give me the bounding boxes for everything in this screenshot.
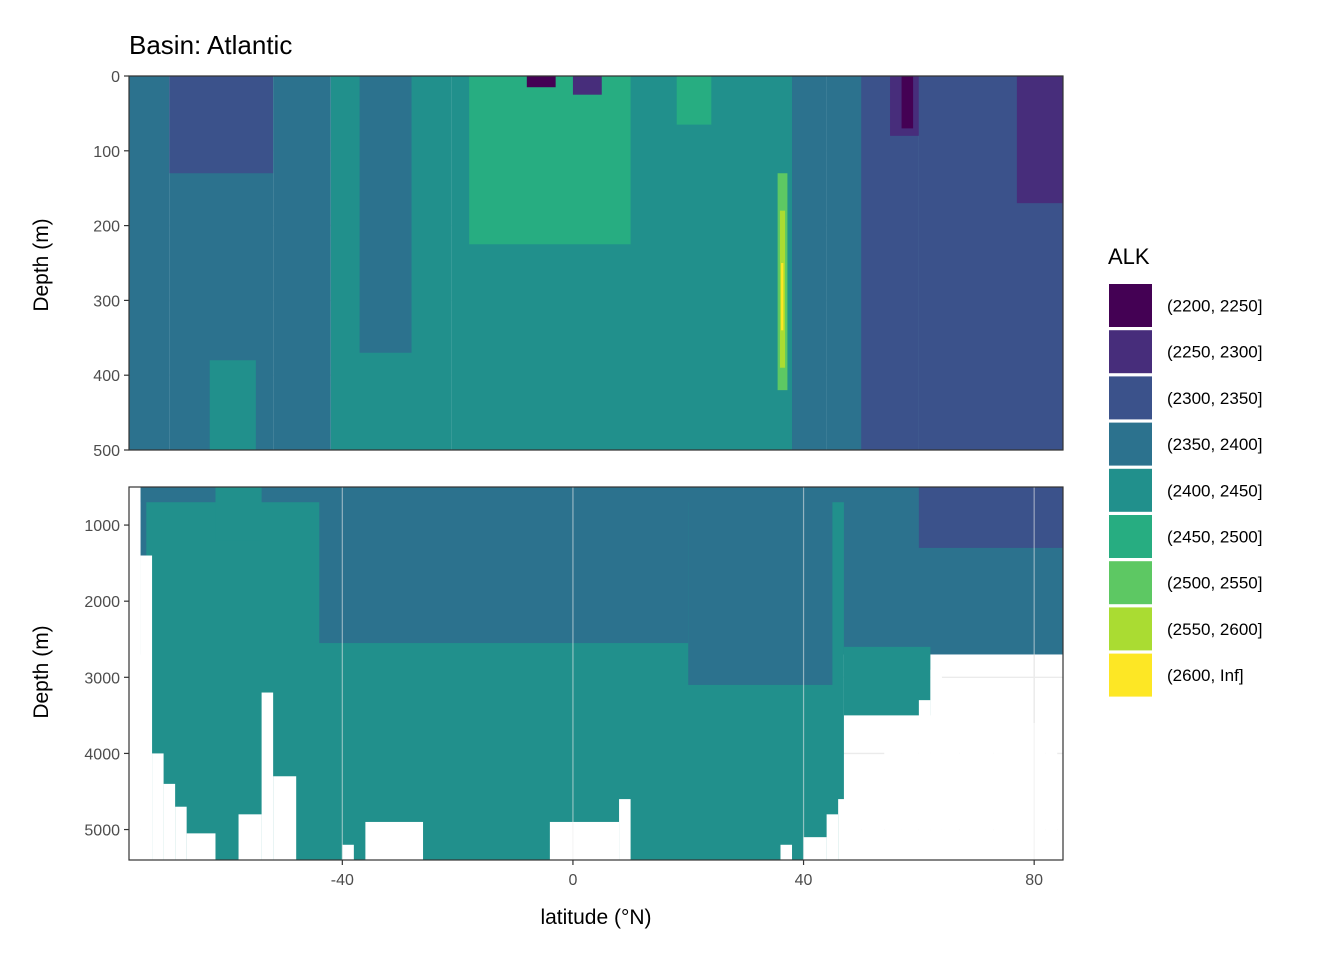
x-tick-label: 0 [568, 872, 577, 889]
contour-band [843, 646, 931, 716]
contour-band [901, 76, 914, 129]
legend-label: (2300, 2350] [1167, 389, 1262, 408]
y-tick-label: 5000 [84, 823, 120, 840]
seafloor-segment [918, 700, 931, 860]
panel-border [128, 486, 1064, 861]
y-tick-label: 3000 [84, 670, 120, 687]
seafloor-segment [930, 669, 942, 860]
contour-band [1016, 76, 1063, 204]
panel-top: 0 100 200 300 400 500 [93, 69, 1064, 460]
y-axis-title-top: Depth (m) [30, 218, 53, 311]
contour-band [918, 487, 1063, 548]
legend-label: (2350, 2400] [1167, 435, 1262, 454]
legend-title: ALK [1108, 244, 1150, 269]
seafloor-segment [803, 837, 827, 860]
legend-swatch [1109, 330, 1152, 374]
y-tick-label: 2000 [84, 594, 120, 611]
contour-band [861, 76, 919, 450]
seafloor-segment [342, 844, 354, 860]
legend-swatch [1109, 284, 1152, 327]
contour-band [209, 360, 256, 450]
contour-bands [129, 76, 1063, 450]
seafloor-segment [941, 700, 960, 860]
seafloor-segment [140, 555, 153, 860]
contour-band [526, 76, 556, 88]
seafloor-segment [129, 502, 141, 860]
y-tick-label: 400 [93, 368, 120, 385]
contour-band [688, 487, 833, 685]
contour-band [359, 76, 412, 353]
y-tick-label: 1000 [84, 518, 120, 535]
panel-border [128, 75, 1064, 451]
seafloor-segment [261, 692, 274, 860]
legend-swatch [1109, 515, 1152, 558]
contour-band [676, 76, 712, 125]
y-tick-label: 300 [93, 293, 120, 310]
legend-swatch [1109, 376, 1152, 420]
legend-label: (2250, 2300] [1167, 343, 1262, 362]
y-tick-label: 200 [93, 219, 120, 236]
seafloor-segment [1045, 745, 1058, 860]
contour-band [169, 76, 274, 174]
seafloor-segment [619, 799, 631, 860]
legend-label: (2400, 2450] [1167, 481, 1262, 500]
contour-band [792, 76, 827, 450]
seafloor-segment [238, 814, 262, 860]
legend-label: (2500, 2550] [1167, 574, 1262, 593]
seafloor-segment [780, 844, 793, 860]
seafloor-segment [959, 715, 977, 860]
contour-band [469, 76, 631, 245]
seafloor-segment [993, 722, 1046, 860]
seafloor-segment [152, 753, 164, 860]
seafloor-segment [1057, 761, 1063, 860]
contour-band [781, 263, 784, 331]
legend-swatch [1109, 468, 1152, 512]
seafloor-segment [976, 692, 994, 860]
y-tick-label: 0 [111, 69, 120, 86]
seafloor-segment [826, 814, 839, 860]
y-tick-label: 100 [93, 144, 120, 161]
x-tick-label: 40 [795, 872, 813, 889]
contour-band [319, 487, 689, 644]
seafloor-segment [365, 821, 424, 860]
seafloor-segment [549, 821, 620, 860]
legend-swatch [1109, 422, 1152, 466]
seafloor-segment [884, 745, 902, 860]
contour-band [215, 487, 262, 541]
contour-band [129, 76, 170, 450]
contour-band [273, 76, 331, 450]
x-tick-label: -40 [331, 872, 354, 889]
legend-swatch [1109, 607, 1152, 651]
panel-bottom: 1000 2000 3000 4000 5000 -40 0 40 80 [84, 486, 1064, 889]
seafloor-segment [861, 776, 885, 860]
legend: ALK (2200, 2250] (2250, 2300] (2300, 2350]… [1108, 244, 1262, 697]
contour-bands [140, 487, 1063, 860]
legend-swatch [1109, 653, 1152, 697]
x-axis-title: latitude (°N) [540, 906, 651, 929]
y-tick-label: 500 [93, 443, 120, 460]
seafloor-mask [129, 487, 1063, 860]
chart-title: Basin: Atlantic [129, 30, 292, 60]
y-tick-label: 4000 [84, 746, 120, 763]
contour-band [572, 76, 602, 95]
y-axis-title-bottom: Depth (m) [30, 625, 53, 718]
legend-swatch [1109, 561, 1152, 605]
seafloor-segment [901, 722, 919, 860]
legend-label: (2600, Inf] [1167, 666, 1244, 685]
legend-label: (2200, 2250] [1167, 297, 1262, 316]
x-tick-label: 80 [1025, 872, 1043, 889]
seafloor-segment [273, 776, 297, 860]
seafloor-segment [163, 783, 176, 860]
legend-label: (2550, 2600] [1167, 620, 1262, 639]
seafloor-segment [175, 806, 187, 860]
legend-label: (2450, 2500] [1167, 528, 1262, 547]
seafloor-segment [838, 799, 862, 860]
seafloor-segment [186, 833, 216, 860]
